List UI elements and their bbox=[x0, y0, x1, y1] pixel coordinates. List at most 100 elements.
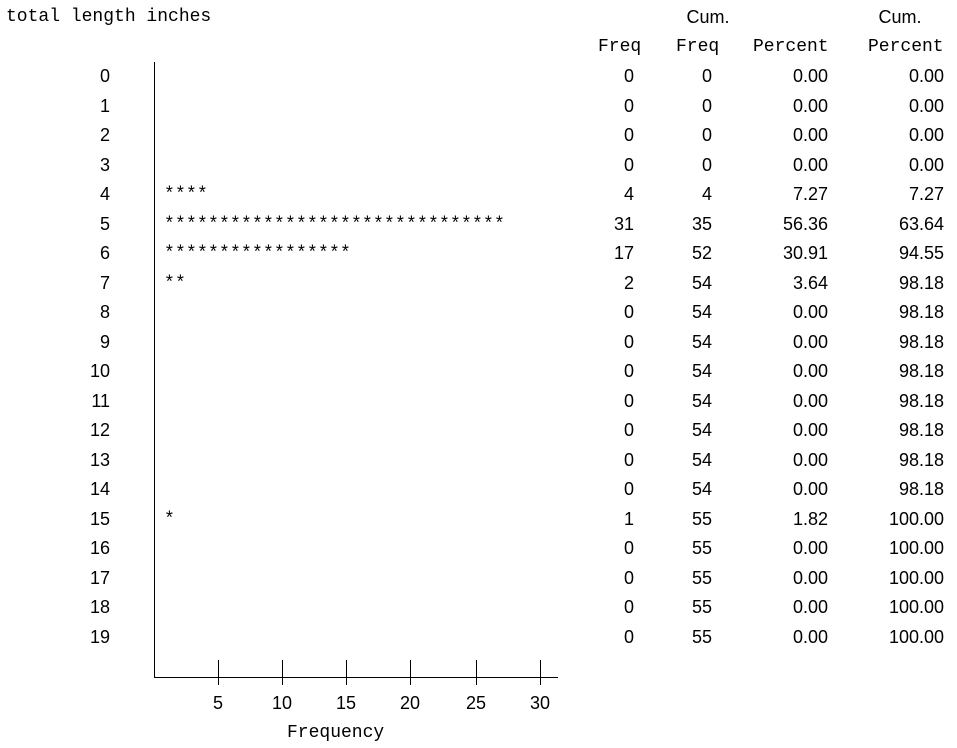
cell-freq: 0 bbox=[623, 479, 634, 499]
cell-percent: 30.91 bbox=[782, 243, 828, 263]
row-label: 6 bbox=[99, 243, 110, 263]
cell-cum-percent: 0.00 bbox=[908, 95, 944, 116]
cell-cum-percent: 98.18 bbox=[898, 479, 944, 499]
cell-cum-percent: 94.55 bbox=[898, 243, 944, 263]
cell-freq: 0 bbox=[623, 154, 634, 175]
cell-cum-freq: 54 bbox=[691, 390, 712, 411]
row-label: 12 bbox=[89, 420, 110, 440]
cell-cum-freq: 35 bbox=[691, 213, 712, 234]
bar: ** bbox=[164, 273, 187, 294]
row-label: 10 bbox=[89, 361, 110, 381]
cell-percent: 0.00 bbox=[792, 449, 828, 470]
bar: **** bbox=[164, 185, 209, 205]
cell-freq: 0 bbox=[623, 390, 634, 411]
cell-percent: 0.00 bbox=[792, 154, 828, 175]
row-label: 17 bbox=[89, 567, 110, 588]
cell-cum-freq: 4 bbox=[701, 184, 712, 204]
cell-cum-freq: 54 bbox=[691, 479, 712, 499]
bar: ***************** bbox=[164, 244, 352, 264]
cell-freq: 0 bbox=[623, 567, 634, 588]
cell-cum-freq: 0 bbox=[701, 154, 712, 175]
chart-title: total length inches bbox=[6, 7, 212, 27]
x-tick-mark bbox=[282, 660, 283, 685]
cell-percent: 0.00 bbox=[792, 390, 828, 411]
cell-freq: 0 bbox=[623, 302, 634, 322]
x-tick-label: 25 bbox=[465, 693, 487, 713]
cell-freq: 0 bbox=[623, 449, 634, 470]
cell-freq: 0 bbox=[623, 361, 634, 381]
cell-percent: 0.00 bbox=[792, 626, 828, 647]
cell-cum-percent: 98.18 bbox=[898, 449, 944, 470]
cell-cum-percent: 7.27 bbox=[908, 184, 944, 204]
cell-percent: 1.82 bbox=[792, 508, 828, 529]
cell-cum-freq: 54 bbox=[691, 272, 712, 293]
cell-cum-percent: 98.18 bbox=[898, 331, 944, 352]
cell-cum-percent: 100.00 bbox=[888, 597, 944, 617]
cell-cum-percent: 100.00 bbox=[888, 567, 944, 588]
x-axis-line bbox=[154, 677, 558, 678]
x-tick-mark bbox=[476, 660, 477, 685]
cell-freq: 0 bbox=[623, 597, 634, 617]
cell-freq: 0 bbox=[623, 95, 634, 116]
cell-percent: 56.36 bbox=[782, 213, 828, 234]
cell-cum-percent: 63.64 bbox=[898, 213, 944, 234]
cell-cum-percent: 98.18 bbox=[898, 390, 944, 411]
cell-percent: 0.00 bbox=[792, 302, 828, 322]
header-cum-freq-line2: Freq bbox=[676, 37, 720, 57]
row-label: 1 bbox=[99, 95, 110, 116]
cell-cum-freq: 55 bbox=[691, 538, 712, 558]
cell-cum-percent: 100.00 bbox=[888, 538, 944, 558]
cell-cum-percent: 100.00 bbox=[888, 626, 944, 647]
cell-cum-freq: 54 bbox=[691, 302, 712, 322]
cell-percent: 0.00 bbox=[792, 361, 828, 381]
cell-freq: 0 bbox=[623, 66, 634, 86]
cell-freq: 0 bbox=[623, 331, 634, 352]
row-label: 16 bbox=[89, 538, 110, 558]
row-label: 7 bbox=[99, 272, 110, 293]
cell-percent: 0.00 bbox=[792, 331, 828, 352]
bar: ******************************* bbox=[164, 214, 506, 235]
cell-percent: 0.00 bbox=[792, 538, 828, 558]
cell-freq: 0 bbox=[623, 626, 634, 647]
row-label: 2 bbox=[99, 125, 110, 145]
row-label: 9 bbox=[99, 331, 110, 352]
cell-cum-freq: 0 bbox=[701, 66, 712, 86]
cell-freq: 17 bbox=[613, 243, 634, 263]
x-tick-label: 5 bbox=[212, 693, 223, 713]
cell-percent: 0.00 bbox=[792, 66, 828, 86]
cell-cum-freq: 55 bbox=[691, 567, 712, 588]
cell-cum-percent: 98.18 bbox=[898, 272, 944, 293]
cell-freq: 4 bbox=[623, 184, 634, 204]
x-axis-label: Frequency bbox=[287, 723, 385, 743]
cell-freq: 1 bbox=[623, 508, 634, 529]
x-tick-mark bbox=[540, 660, 541, 685]
row-label: 8 bbox=[99, 302, 110, 322]
cell-percent: 3.64 bbox=[792, 272, 828, 293]
cell-cum-percent: 98.18 bbox=[898, 302, 944, 322]
row-label: 5 bbox=[99, 213, 110, 234]
x-tick-label: 30 bbox=[529, 693, 551, 713]
row-label: 13 bbox=[89, 449, 110, 470]
cell-percent: 0.00 bbox=[792, 567, 828, 588]
cell-freq: 31 bbox=[613, 213, 634, 234]
x-tick-mark bbox=[218, 660, 219, 685]
cell-cum-percent: 98.18 bbox=[898, 361, 944, 381]
row-label: 3 bbox=[99, 154, 110, 175]
cell-cum-freq: 0 bbox=[701, 125, 712, 145]
header-percent: Percent bbox=[753, 37, 829, 57]
header-cum-percent-line2: Percent bbox=[868, 37, 944, 57]
cell-percent: 0.00 bbox=[792, 479, 828, 499]
header-freq: Freq bbox=[598, 37, 642, 57]
cell-cum-freq: 54 bbox=[691, 331, 712, 352]
cell-freq: 0 bbox=[623, 538, 634, 558]
cell-cum-percent: 98.18 bbox=[898, 420, 944, 440]
x-tick-mark bbox=[346, 660, 347, 685]
cell-percent: 0.00 bbox=[792, 125, 828, 145]
cell-cum-percent: 0.00 bbox=[908, 154, 944, 175]
x-tick-label: 15 bbox=[335, 693, 357, 713]
cell-percent: 0.00 bbox=[792, 95, 828, 116]
cell-cum-freq: 55 bbox=[691, 597, 712, 617]
cell-percent: 7.27 bbox=[792, 184, 828, 204]
bar: * bbox=[164, 509, 176, 530]
cell-cum-freq: 54 bbox=[691, 361, 712, 381]
